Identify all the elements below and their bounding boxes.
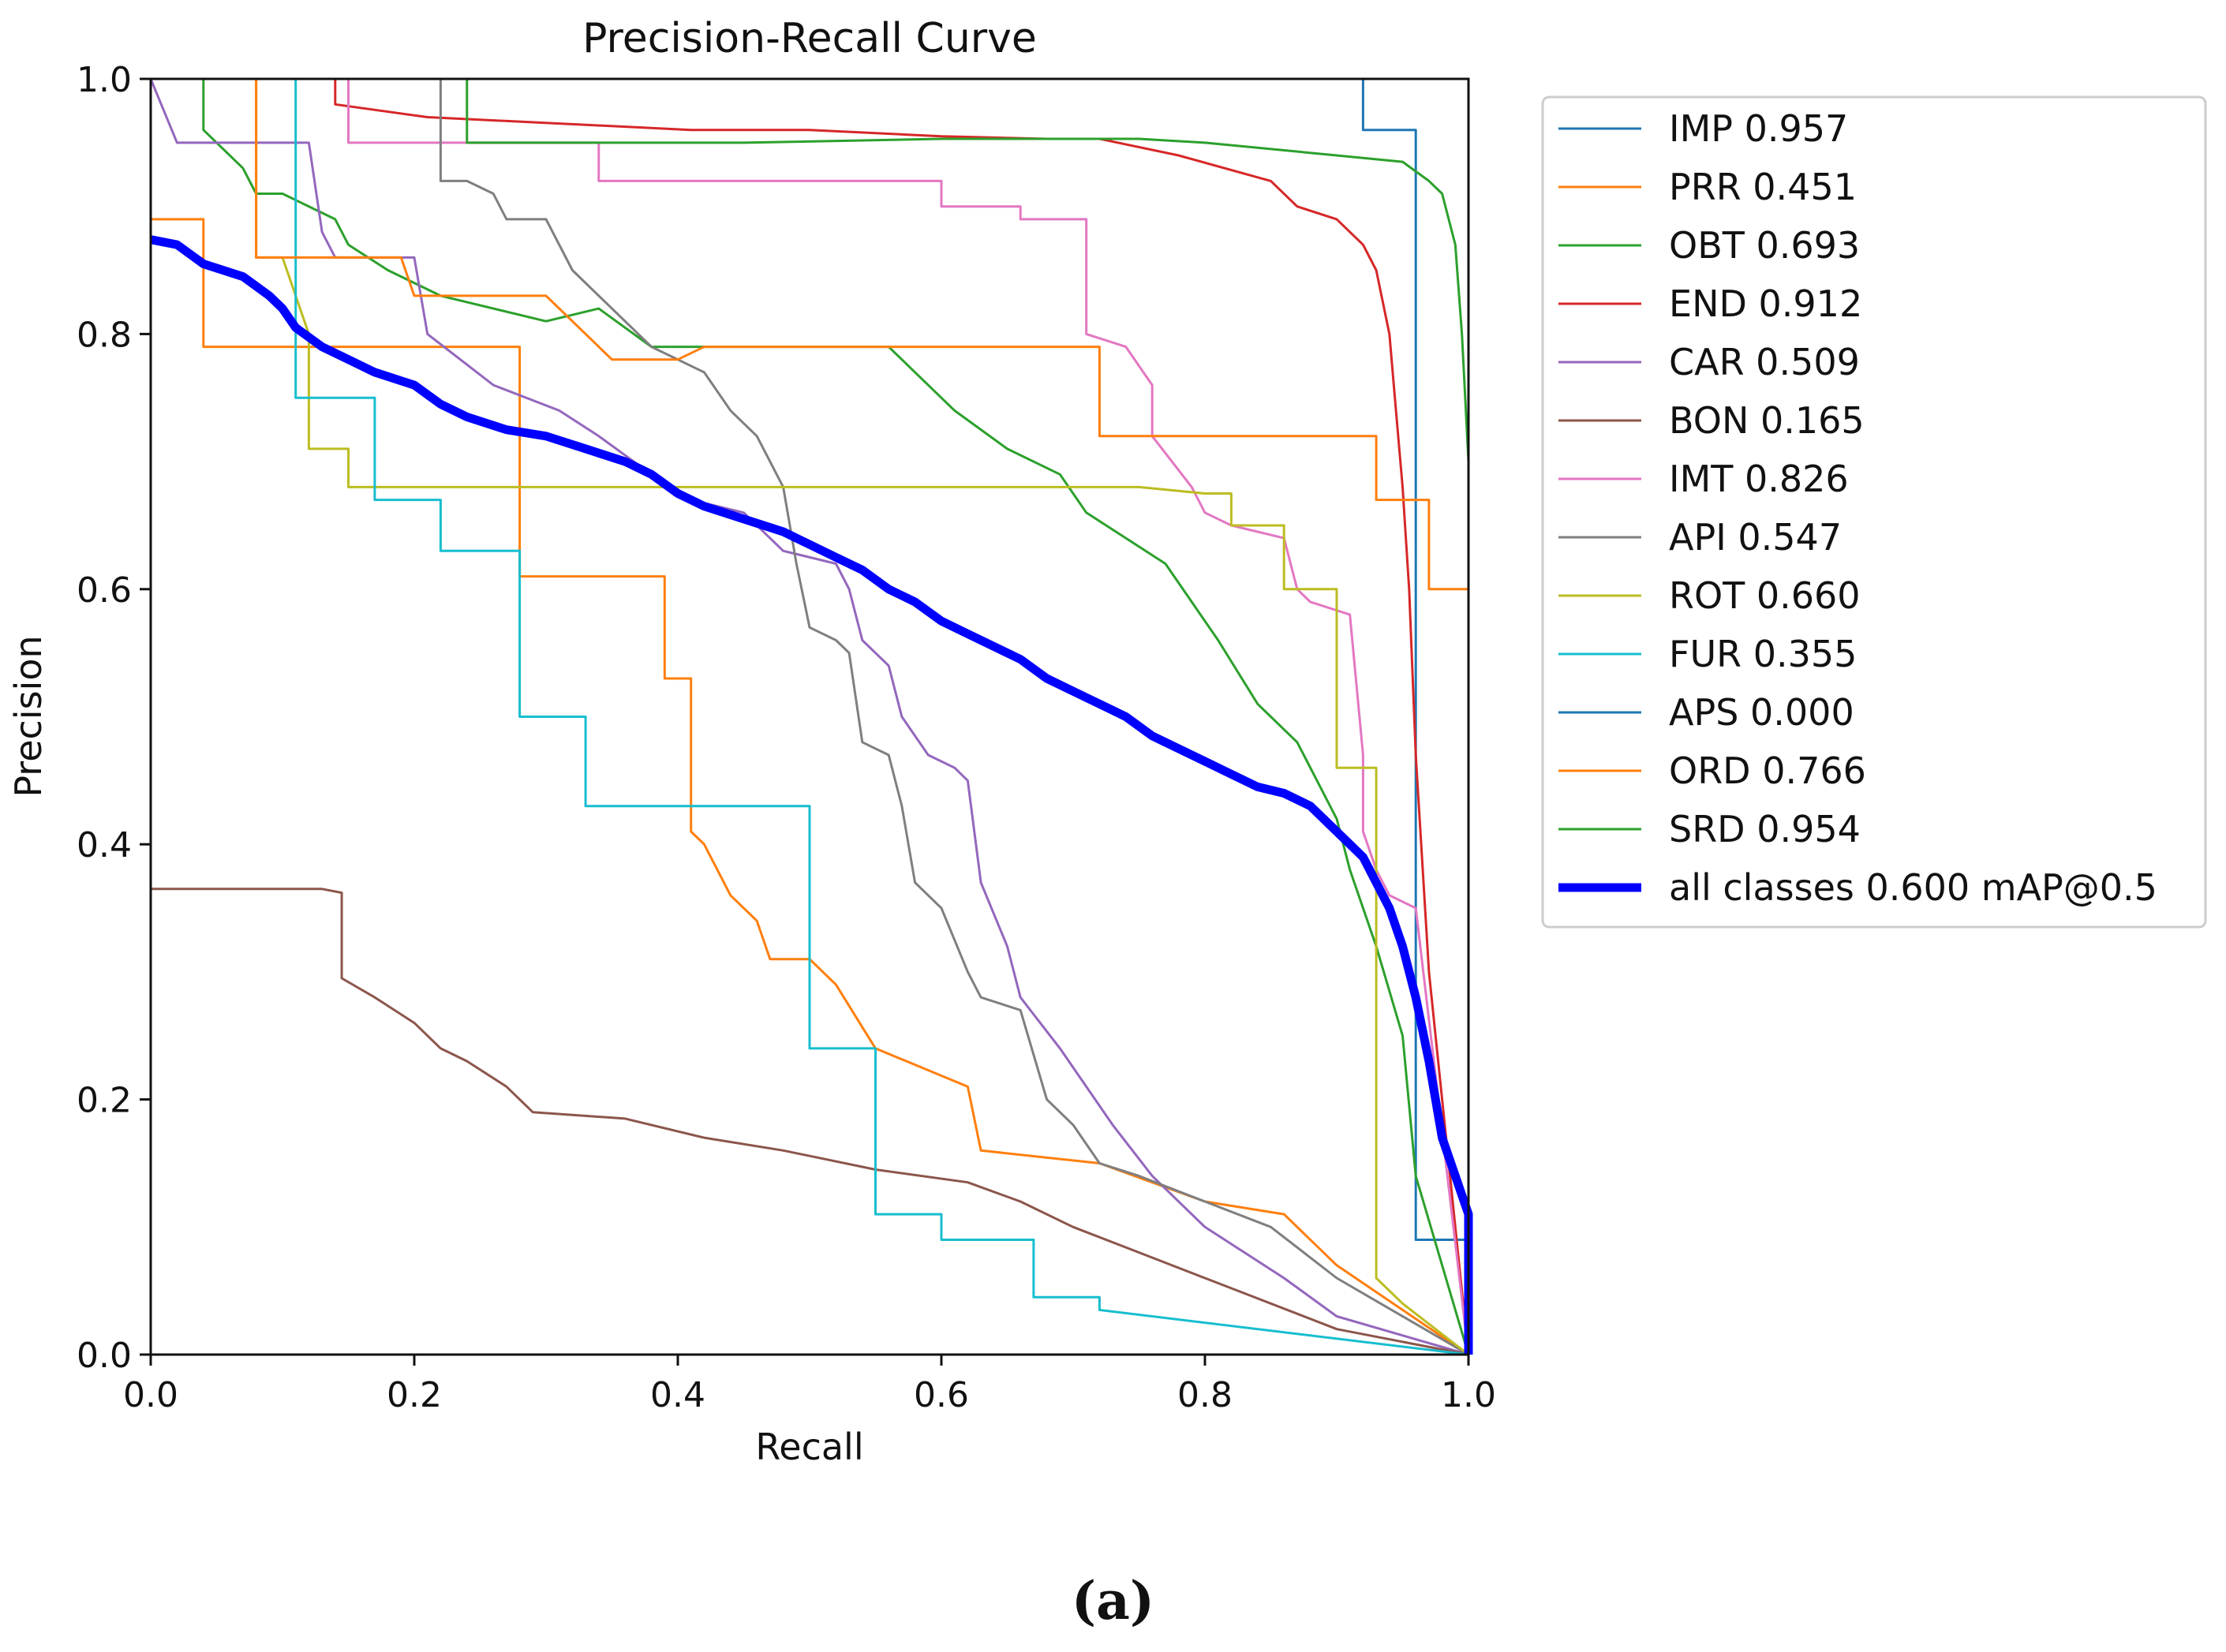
y-tick-label: 0.0 — [77, 1336, 132, 1376]
series-line-6 — [347, 79, 1470, 1355]
series-line-1 — [151, 218, 1469, 1356]
x-tick-label: 0.2 — [387, 1375, 442, 1415]
y-tick-label: 0.6 — [77, 570, 132, 611]
legend-label: ROT 0.660 — [1669, 574, 1861, 617]
legend-label: IMT 0.826 — [1669, 458, 1849, 500]
figure-caption: (a) — [1071, 1570, 1155, 1631]
series-line-5 — [151, 888, 1469, 1356]
legend-label: OBT 0.693 — [1669, 224, 1860, 267]
y-tick-label: 0.4 — [77, 825, 132, 865]
x-axis-label: Recall — [755, 1426, 863, 1468]
legend-label: API 0.547 — [1669, 516, 1842, 559]
legend-label: IMP 0.957 — [1669, 107, 1848, 150]
legend-label: BON 0.165 — [1669, 399, 1865, 442]
series-line-8 — [255, 79, 1469, 1356]
y-tick-label: 1.0 — [77, 60, 132, 100]
series-line-11 — [255, 79, 1470, 1355]
series-line-13 — [149, 235, 1473, 1355]
x-tick-label: 1.0 — [1441, 1375, 1496, 1415]
y-axis-label: Precision — [7, 635, 50, 797]
series-line-2 — [202, 79, 1470, 1355]
series-layer — [149, 78, 1473, 1356]
x-tick-label: 0.4 — [650, 1375, 705, 1415]
legend-label: SRD 0.954 — [1669, 808, 1861, 850]
series-line-9 — [294, 79, 1469, 1356]
y-tick-label: 0.8 — [77, 315, 132, 355]
series-line-3 — [334, 79, 1470, 1355]
legend-label: all classes 0.600 mAP@0.5 — [1669, 866, 2157, 909]
legend-label: APS 0.000 — [1669, 691, 1854, 734]
x-tick-label: 0.8 — [1177, 1375, 1233, 1415]
legend-label: FUR 0.355 — [1669, 633, 1857, 675]
series-line-7 — [439, 79, 1469, 1356]
legend-label: END 0.912 — [1669, 282, 1862, 325]
plot-frame — [149, 77, 1470, 1356]
legend-label: CAR 0.509 — [1669, 341, 1860, 383]
legend: IMP 0.957 PRR 0.451 OBT 0.693 END 0.912 CAR … — [1541, 95, 2207, 929]
legend-label: ORD 0.766 — [1669, 749, 1866, 792]
series-line-12 — [466, 79, 1470, 1355]
y-tick-label: 0.2 — [77, 1081, 132, 1121]
legend-items: IMP 0.957 PRR 0.451 OBT 0.693 END 0.912 CAR … — [1558, 107, 2157, 909]
chart-title: Precision-Recall Curve — [582, 15, 1037, 62]
x-axis-ticks: 0.0 0.2 0.4 0.6 0.8 1.0 — [123, 1355, 1496, 1415]
y-axis-ticks: 0.0 0.2 0.4 0.6 0.8 1.0 — [77, 60, 151, 1376]
plot-area: 0.0 0.2 0.4 0.6 0.8 1.0 0.0 0.2 0.4 0.6 0.8 1.0 — [77, 60, 1496, 1415]
legend-label: PRR 0.451 — [1669, 166, 1857, 208]
legend-frame — [1541, 95, 2207, 929]
x-tick-label: 0.0 — [123, 1375, 178, 1415]
x-tick-label: 0.6 — [914, 1375, 969, 1415]
